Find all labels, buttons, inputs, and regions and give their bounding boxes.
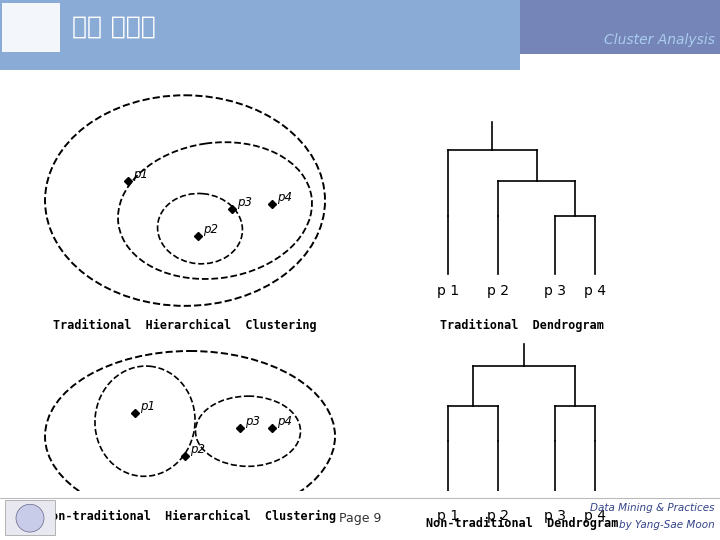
Text: Page 9: Page 9 [339,512,381,525]
Text: by Yang-Sae Moon: by Yang-Sae Moon [619,520,715,530]
Text: p3: p3 [245,415,260,428]
Text: Traditional  Hierarchical  Clustering: Traditional Hierarchical Clustering [53,319,317,332]
Circle shape [16,504,44,532]
Text: Traditional  Dendrogram: Traditional Dendrogram [440,319,604,332]
Text: p2: p2 [203,222,218,235]
Text: p4: p4 [277,191,292,204]
Text: p1: p1 [140,400,155,413]
Bar [520,0,720,55]
Text: Data Mining & Practices: Data Mining & Practices [590,503,715,513]
Text: p 1: p 1 [437,509,459,523]
Bar [0,54,520,70]
Text: p1: p1 [133,167,148,180]
Text: Non-traditional  Dendrogram: Non-traditional Dendrogram [426,516,618,530]
Bar [0,0,520,55]
Text: Cluster Analysis: Cluster Analysis [604,33,715,47]
Text: p 4: p 4 [584,509,606,523]
Text: p 1: p 1 [437,284,459,298]
Text: Non-traditional  Hierarchical  Clustering: Non-traditional Hierarchical Clustering [44,509,336,523]
Text: p4: p4 [277,415,292,428]
Text: p2: p2 [190,443,205,456]
Text: 계층 군집화: 계층 군집화 [72,15,156,39]
Text: p 2: p 2 [487,509,509,523]
Bar [520,54,720,70]
Bar [5,501,55,535]
Bar [2,3,60,52]
Text: p 4: p 4 [584,284,606,298]
Text: p 2: p 2 [487,284,509,298]
Text: p 3: p 3 [544,509,566,523]
Text: p 3: p 3 [544,284,566,298]
Text: p3: p3 [237,195,252,208]
